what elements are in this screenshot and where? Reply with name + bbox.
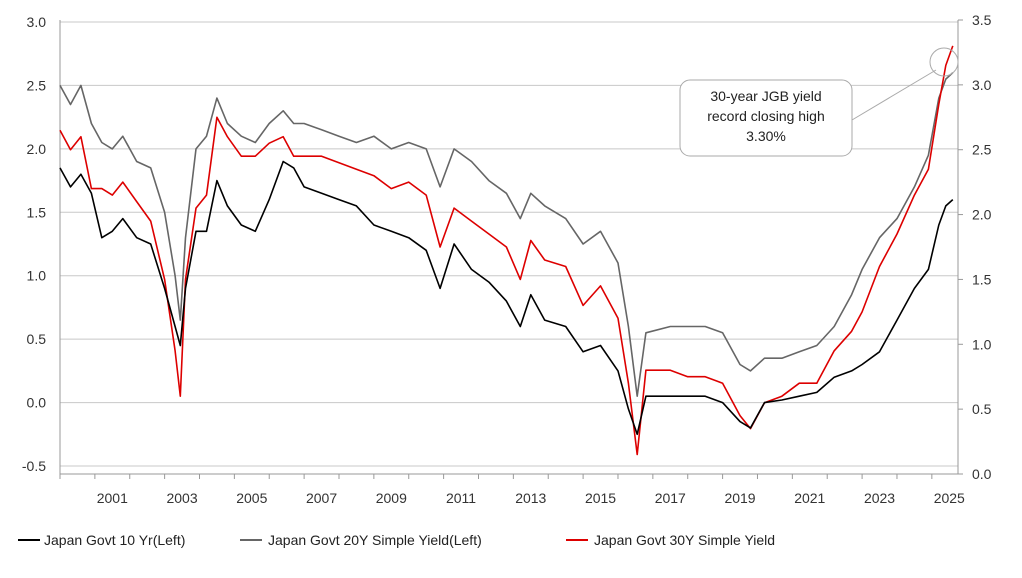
record-high-marker-circle xyxy=(929,47,959,77)
x-tick-label-3: 2007 xyxy=(306,490,337,506)
annotation-leader-line xyxy=(851,69,937,121)
left-tick-label-6: 0.0 xyxy=(27,395,47,411)
x-tick-label-7: 2015 xyxy=(585,490,616,506)
x-tick-label-11: 2023 xyxy=(864,490,895,506)
left-tick-label-4: 1.0 xyxy=(27,268,47,284)
x-tick-label-4: 2009 xyxy=(376,490,407,506)
left-axis-ticks: 3.0 2.5 2.0 1.5 1.0 0.5 0.0 -0.5 xyxy=(22,14,46,474)
x-tick-label-2: 2005 xyxy=(236,490,267,506)
right-tick-label-1: 3.0 xyxy=(972,77,992,93)
x-axis-ticks: 2001 2003 2005 2007 2009 2011 2013 2015 2017 2019… xyxy=(59,474,965,506)
annotation-line-2: record closing high xyxy=(707,108,825,124)
right-tick-label-5: 1.0 xyxy=(972,336,992,352)
right-tick-label-3: 2.0 xyxy=(972,207,992,223)
legend: Japan Govt 10 Yr(Left) Japan Govt 20Y Si… xyxy=(18,532,775,548)
left-tick-label-0: 3.0 xyxy=(27,14,47,30)
x-tick-label-10: 2021 xyxy=(794,490,825,506)
annotation-line-1: 30-year JGB yield xyxy=(710,88,821,104)
right-tick-label-6: 0.5 xyxy=(972,401,992,417)
right-tick-label-4: 1.5 xyxy=(972,271,992,287)
left-tick-label-1: 2.5 xyxy=(27,77,47,93)
x-tick-label-8: 2017 xyxy=(655,490,686,506)
x-tick-label-9: 2019 xyxy=(724,490,755,506)
x-tick-label-5: 2011 xyxy=(446,490,476,506)
x-tick-label-1: 2003 xyxy=(166,490,197,506)
series-layer xyxy=(59,45,954,456)
right-tick-label-0: 3.5 xyxy=(972,12,992,28)
x-tick-label-12: 2025 xyxy=(934,490,965,506)
annotation-line-3: 3.30% xyxy=(746,128,786,144)
series-line-2 xyxy=(59,45,954,456)
series-line-1 xyxy=(59,72,954,398)
x-tick-label-0: 2001 xyxy=(97,490,128,506)
left-tick-label-5: 0.5 xyxy=(27,331,47,347)
right-tick-label-2: 2.5 xyxy=(972,142,992,158)
annotation-box xyxy=(679,79,853,157)
legend-label-30y: Japan Govt 30Y Simple Yield xyxy=(594,532,775,548)
left-tick-label-3: 1.5 xyxy=(27,204,47,220)
left-tick-label-7: -0.5 xyxy=(22,458,46,474)
plot-frame xyxy=(59,20,959,475)
right-axis-ticks: 3.5 3.0 2.5 2.0 1.5 1.0 0.5 0.0 xyxy=(958,12,992,482)
x-tick-label-6: 2013 xyxy=(515,490,546,506)
left-tick-label-2: 2.0 xyxy=(27,141,47,157)
legend-label-10y: Japan Govt 10 Yr(Left) xyxy=(44,532,185,548)
legend-label-20y: Japan Govt 20Y Simple Yield(Left) xyxy=(268,532,482,548)
series-line-0 xyxy=(59,160,954,436)
right-tick-label-7: 0.0 xyxy=(972,466,992,482)
record-high-annotation: 30-year JGB yield record closing high 3.… xyxy=(679,47,959,157)
